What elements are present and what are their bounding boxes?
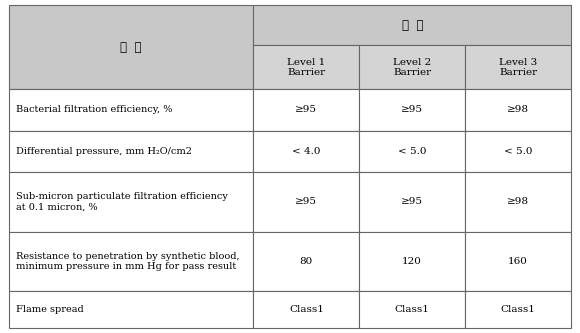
Bar [465, 172, 571, 232]
Bar [9, 89, 253, 131]
Text: < 5.0: < 5.0 [398, 147, 426, 156]
Text: 구  분: 구 분 [120, 41, 142, 54]
Text: Sub-micron particulate filtration efficiency
at 0.1 micron, %: Sub-micron particulate filtration effici… [16, 192, 227, 212]
Bar [253, 5, 571, 45]
Text: ≥98: ≥98 [507, 197, 529, 206]
Bar [253, 89, 359, 131]
Text: < 5.0: < 5.0 [504, 147, 532, 156]
Bar [465, 232, 571, 291]
Bar [253, 291, 359, 328]
Text: Level 3
Barrier: Level 3 Barrier [499, 58, 537, 77]
Bar [253, 232, 359, 291]
Text: Level 1
Barrier: Level 1 Barrier [287, 58, 325, 77]
Bar [465, 131, 571, 172]
Bar [359, 45, 465, 89]
Bar [359, 172, 465, 232]
Text: ≥95: ≥95 [401, 106, 423, 115]
Text: 80: 80 [300, 257, 313, 266]
Text: Level 2
Barrier: Level 2 Barrier [393, 58, 431, 77]
Bar [253, 172, 359, 232]
Bar [359, 89, 465, 131]
Text: ≥98: ≥98 [507, 106, 529, 115]
Bar [359, 232, 465, 291]
Bar [9, 232, 253, 291]
Text: < 4.0: < 4.0 [292, 147, 321, 156]
Bar [253, 131, 359, 172]
Text: Class1: Class1 [289, 305, 324, 314]
Bar [465, 45, 571, 89]
Bar [9, 5, 253, 89]
Text: ≥95: ≥95 [295, 197, 317, 206]
Bar [359, 131, 465, 172]
Text: Resistance to penetration by synthetic blood,
minimum pressure in mm Hg for pass: Resistance to penetration by synthetic b… [16, 252, 240, 271]
Text: Class1: Class1 [394, 305, 430, 314]
Bar [9, 131, 253, 172]
Text: 160: 160 [508, 257, 528, 266]
Text: Flame spread: Flame spread [16, 305, 84, 314]
Bar [9, 172, 253, 232]
Text: Bacterial filtration efficiency, %: Bacterial filtration efficiency, % [16, 106, 172, 115]
Text: 120: 120 [402, 257, 422, 266]
Bar [9, 291, 253, 328]
Text: Differential pressure, mm H₂O/cm2: Differential pressure, mm H₂O/cm2 [16, 147, 191, 156]
Text: ≥95: ≥95 [401, 197, 423, 206]
Text: 내  용: 내 용 [401, 19, 423, 32]
Bar [253, 45, 359, 89]
Bar [465, 291, 571, 328]
Text: ≥95: ≥95 [295, 106, 317, 115]
Bar [359, 291, 465, 328]
Bar [465, 89, 571, 131]
Text: Class1: Class1 [501, 305, 535, 314]
